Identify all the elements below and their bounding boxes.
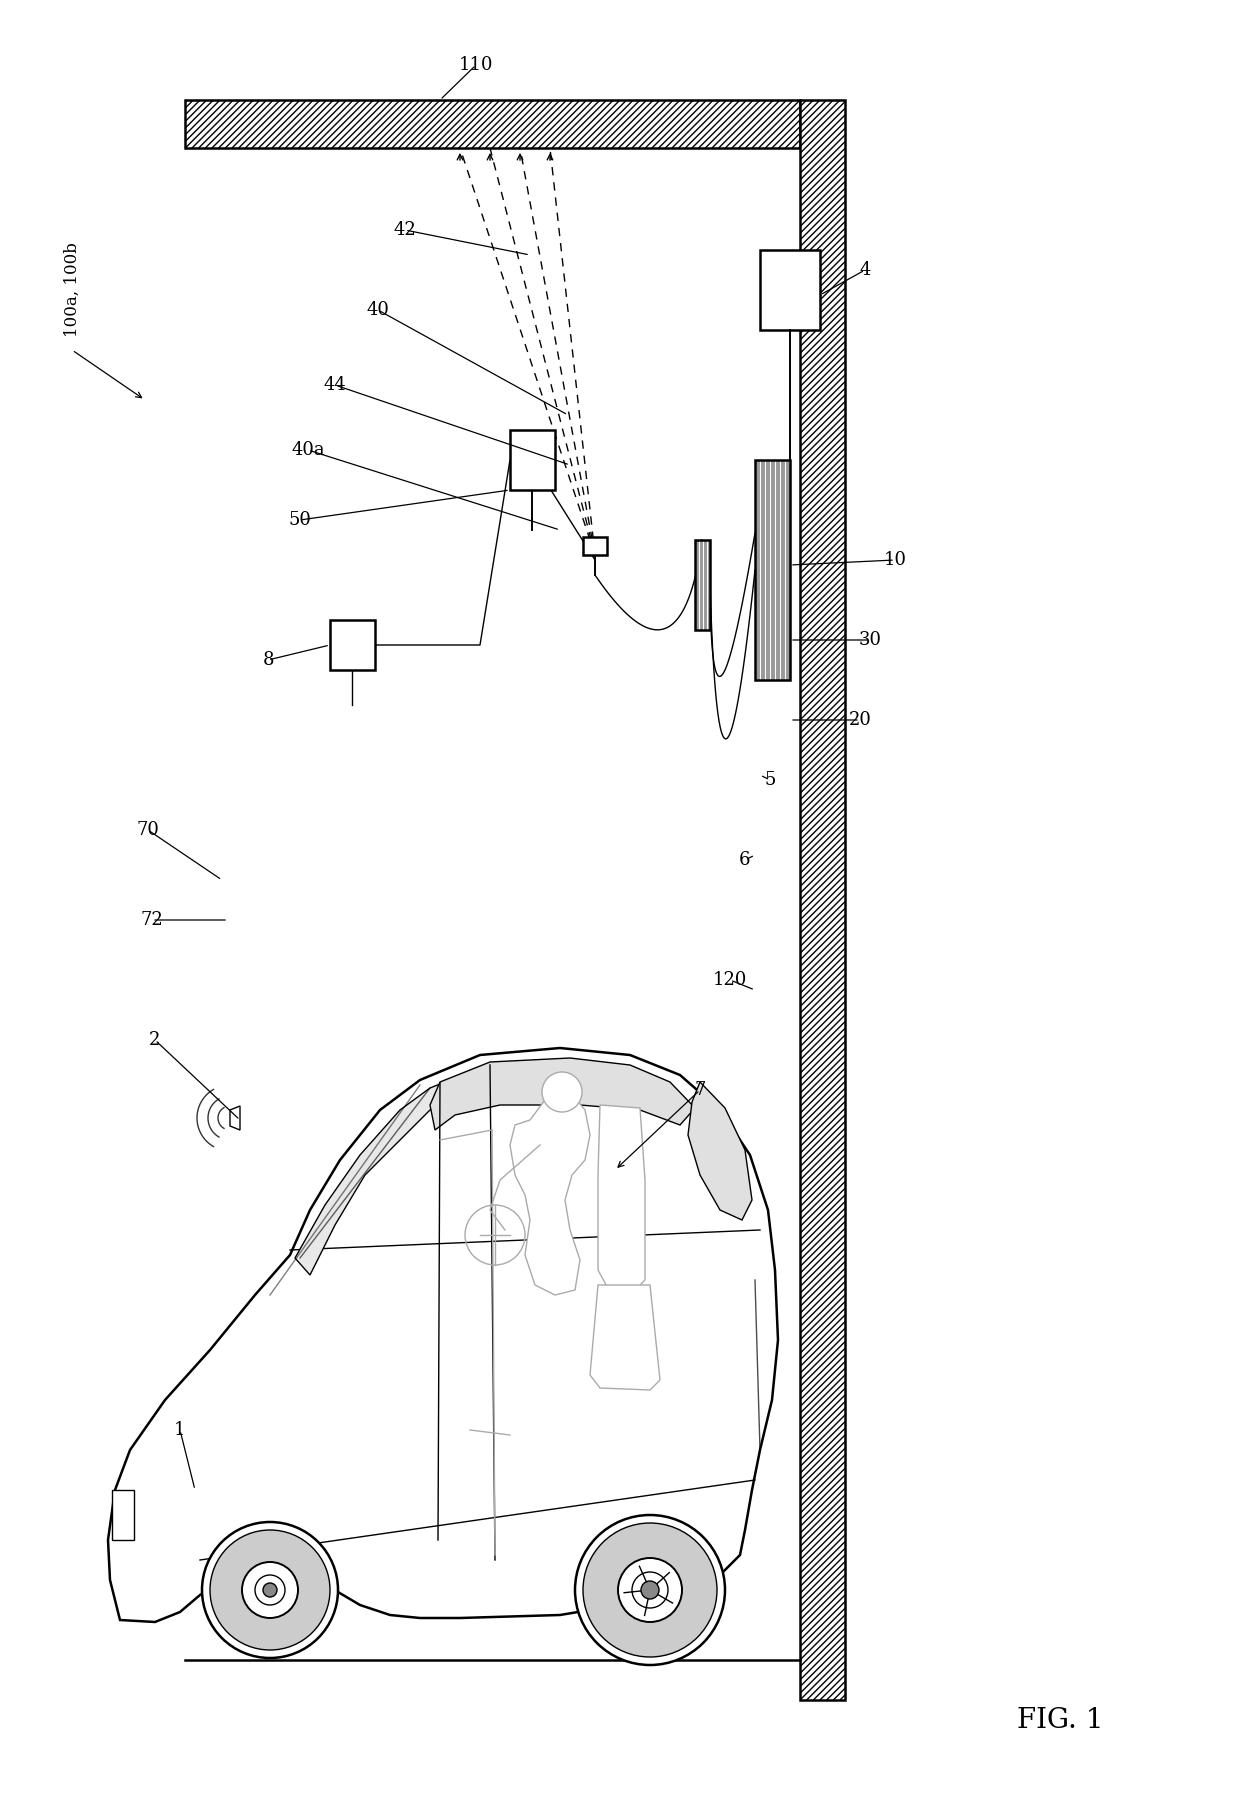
- Polygon shape: [598, 1104, 645, 1295]
- Polygon shape: [590, 1286, 660, 1390]
- Circle shape: [583, 1522, 717, 1657]
- Text: 50: 50: [289, 511, 311, 529]
- Text: 1: 1: [175, 1422, 186, 1440]
- Text: 70: 70: [136, 821, 160, 839]
- Bar: [330, 620, 374, 671]
- Text: FIG. 1: FIG. 1: [1017, 1707, 1104, 1734]
- Bar: [185, 100, 800, 149]
- Polygon shape: [229, 1106, 241, 1130]
- Polygon shape: [688, 1081, 751, 1219]
- Polygon shape: [510, 1096, 590, 1295]
- Text: 10: 10: [883, 550, 906, 568]
- Text: 30: 30: [858, 631, 882, 649]
- Polygon shape: [108, 1047, 777, 1623]
- Bar: [112, 1490, 134, 1540]
- Circle shape: [641, 1581, 658, 1599]
- Polygon shape: [430, 1058, 694, 1130]
- Text: 4: 4: [859, 262, 870, 280]
- Text: 8: 8: [262, 651, 274, 669]
- Text: 44: 44: [324, 377, 346, 394]
- Text: 110: 110: [459, 56, 494, 74]
- Text: 100a, 100b: 100a, 100b: [63, 242, 81, 337]
- Text: 20: 20: [848, 712, 872, 730]
- Bar: [583, 536, 608, 556]
- Text: 5: 5: [764, 771, 776, 789]
- Text: 40: 40: [367, 301, 389, 319]
- Circle shape: [242, 1562, 298, 1617]
- Text: 7: 7: [694, 1081, 706, 1099]
- Polygon shape: [295, 1079, 453, 1275]
- Text: 2: 2: [149, 1031, 161, 1049]
- Circle shape: [618, 1558, 682, 1623]
- Circle shape: [210, 1529, 330, 1650]
- Text: 72: 72: [140, 911, 164, 929]
- Bar: [694, 540, 711, 629]
- Bar: [694, 540, 711, 629]
- Text: 120: 120: [713, 972, 748, 990]
- Bar: [755, 461, 790, 680]
- Bar: [760, 249, 820, 330]
- Text: 42: 42: [393, 221, 417, 238]
- Text: 40a: 40a: [291, 441, 325, 459]
- Circle shape: [263, 1583, 277, 1598]
- Bar: [800, 100, 844, 1700]
- Text: 6: 6: [739, 852, 750, 870]
- Bar: [755, 461, 790, 680]
- Bar: [510, 430, 556, 489]
- Circle shape: [575, 1515, 725, 1666]
- Circle shape: [542, 1072, 582, 1112]
- Circle shape: [202, 1522, 339, 1659]
